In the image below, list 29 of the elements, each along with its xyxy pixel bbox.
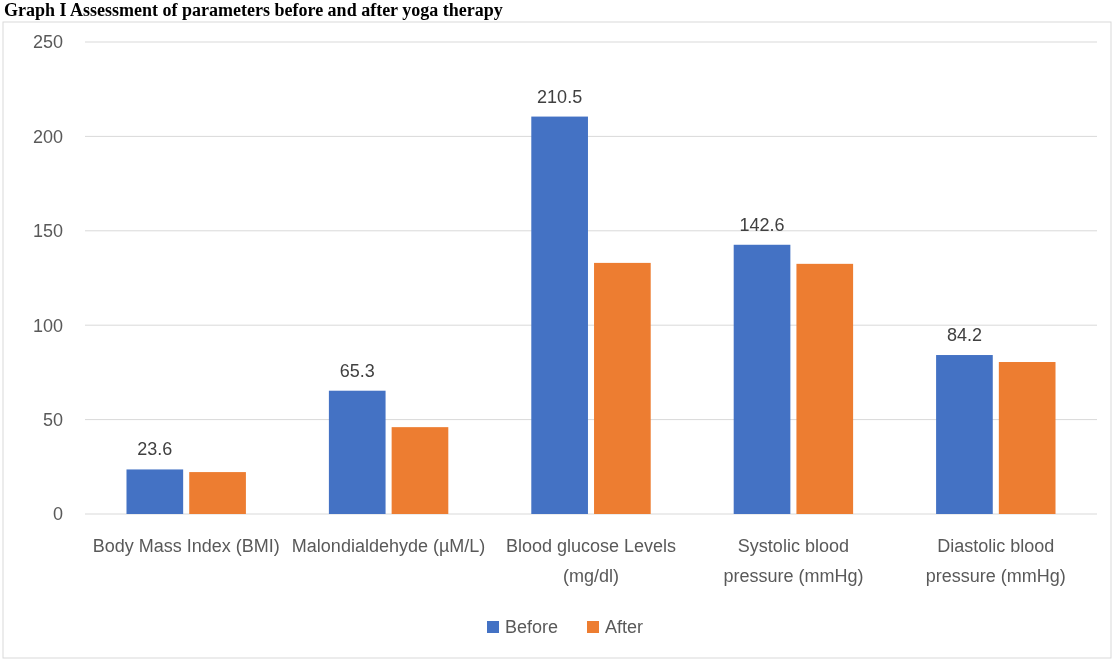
bar: [328, 390, 386, 514]
y-tick-label: 50: [42, 409, 63, 430]
legend-label: After: [605, 617, 644, 638]
chart-title: Graph I Assessment of parameters before and after yoga therapy: [4, 0, 503, 20]
x-tick-label: Body Mass Index (BMI): [92, 536, 280, 556]
legend-label: Before: [505, 617, 559, 638]
data-label: 23.6: [137, 439, 173, 460]
bar: [531, 116, 588, 514]
data-label: 142.6: [739, 214, 785, 235]
x-tick-label: Diastolic blood pressure (mmHg): [925, 536, 1066, 586]
y-tick-label: 200: [32, 126, 63, 147]
bar: [796, 263, 854, 514]
y-tick-label: 250: [32, 32, 63, 53]
x-tick-label: Systolic blood pressure (mmHg): [723, 536, 864, 586]
y-tick-label: 150: [32, 221, 63, 242]
bar: [594, 262, 651, 514]
data-label: 84.2: [946, 325, 982, 346]
bar: [936, 355, 993, 514]
x-tick-label: Malondialdehyde (µM/L): [291, 536, 486, 556]
x-tick-label: Blood glucose Levels (mg/dl): [505, 536, 677, 586]
bar: [733, 244, 791, 514]
bar: [126, 469, 184, 514]
data-label: 65.3: [339, 360, 375, 381]
y-tick-label: 100: [32, 315, 63, 336]
y-tick-label: 0: [52, 504, 63, 525]
bar: [998, 362, 1056, 514]
bar: [391, 427, 449, 514]
bar: [189, 472, 246, 514]
data-label: 210.5: [537, 86, 583, 107]
